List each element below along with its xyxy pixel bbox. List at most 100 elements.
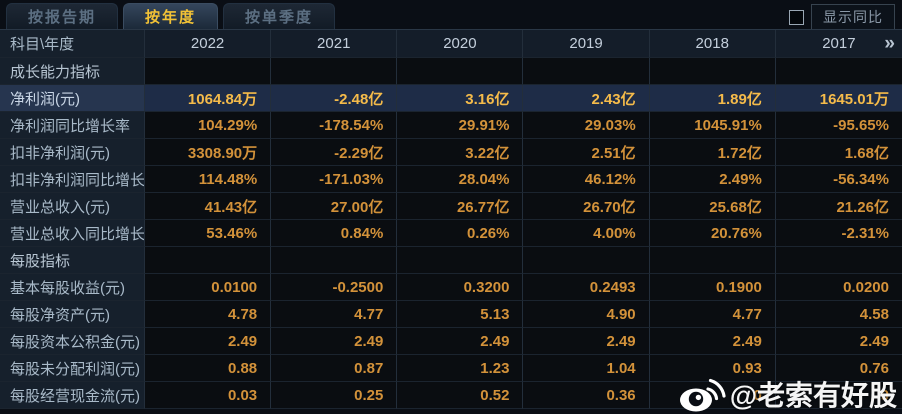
row-label: 基本每股收益(元) bbox=[0, 274, 145, 301]
cell: 4.58 bbox=[775, 301, 902, 328]
table-row-basic-eps: 基本每股收益(元) 0.0100 -0.2500 0.3200 0.2493 0… bbox=[0, 274, 902, 301]
year-header: 2021 bbox=[271, 30, 398, 58]
more-years-chevron-icon[interactable]: » bbox=[884, 32, 895, 54]
cell: -0.2500 bbox=[271, 274, 398, 301]
table-row-operating-cash-flow-per-share: 每股经营现金流(元) 0.03 0.25 0.52 0.36 0 9 bbox=[0, 382, 902, 409]
period-tab-bar: 按报告期 按年度 按单季度 显示同比 bbox=[0, 0, 902, 31]
cell: 0 bbox=[649, 382, 776, 409]
table-row-deducted-net-profit: 扣非净利润(元) 3308.90万 -2.29亿 3.22亿 2.51亿 1.7… bbox=[0, 139, 902, 166]
cell: 1045.91% bbox=[649, 112, 776, 139]
table-row-total-revenue: 营业总收入(元) 41.43亿 27.00亿 26.77亿 26.70亿 25.… bbox=[0, 193, 902, 220]
cell: 53.46% bbox=[145, 220, 272, 247]
cell: 3.22亿 bbox=[397, 139, 524, 166]
cell: 0.2493 bbox=[523, 274, 650, 301]
show-yoy-checkbox[interactable] bbox=[789, 10, 804, 25]
cell: 0.87 bbox=[271, 355, 398, 382]
financials-table: 科目\年度 2022 2021 2020 2019 2018 2017 » 成长… bbox=[0, 29, 902, 409]
cell: 27.00亿 bbox=[271, 193, 398, 220]
cell: 1064.84万 bbox=[145, 85, 272, 112]
year-header: 2017 » bbox=[775, 30, 902, 58]
cell: 2.49 bbox=[271, 328, 398, 355]
row-label: 扣非净利润同比增长率 bbox=[0, 166, 145, 193]
cell: -95.65% bbox=[775, 112, 902, 139]
year-header: 2022 bbox=[145, 30, 272, 58]
cell: 2.49 bbox=[397, 328, 524, 355]
year-header: 2018 bbox=[649, 30, 776, 58]
cell: 2.49% bbox=[649, 166, 776, 193]
cell: 0.36 bbox=[523, 382, 650, 409]
show-yoy-control: 显示同比 bbox=[789, 4, 895, 31]
cell: 25.68亿 bbox=[649, 193, 776, 220]
cell: -56.34% bbox=[775, 166, 902, 193]
cell: 20.76% bbox=[649, 220, 776, 247]
table-row-net-profit: 净利润(元) 1064.84万 -2.48亿 3.16亿 2.43亿 1.89亿… bbox=[0, 85, 902, 112]
section-title: 成长能力指标 bbox=[0, 58, 145, 85]
cell: 0.0200 bbox=[775, 274, 902, 301]
cell: 1.68亿 bbox=[775, 139, 902, 166]
cell: 104.29% bbox=[145, 112, 272, 139]
row-label: 净利润同比增长率 bbox=[0, 112, 145, 139]
year-header-label: 2017 bbox=[822, 35, 856, 52]
cell: 0.0100 bbox=[145, 274, 272, 301]
cell: 2.49 bbox=[649, 328, 776, 355]
section-title: 每股指标 bbox=[0, 247, 145, 274]
cell: 0.26% bbox=[397, 220, 524, 247]
cell: 2.49 bbox=[523, 328, 650, 355]
table-row-total-revenue-yoy: 营业总收入同比增长率 53.46% 0.84% 0.26% 4.00% 20.7… bbox=[0, 220, 902, 247]
cell: 0.88 bbox=[145, 355, 272, 382]
cell: 0.25 bbox=[271, 382, 398, 409]
tab-by-single-quarter[interactable]: 按单季度 bbox=[223, 3, 336, 29]
tab-by-year[interactable]: 按年度 bbox=[123, 3, 219, 29]
year-header: 2019 bbox=[523, 30, 650, 58]
cell: 0.84% bbox=[271, 220, 398, 247]
cell: 2.43亿 bbox=[523, 85, 650, 112]
cell: 4.77 bbox=[271, 301, 398, 328]
cell: 2.51亿 bbox=[523, 139, 650, 166]
corner-header: 科目\年度 bbox=[0, 30, 145, 58]
cell: 4.00% bbox=[523, 220, 650, 247]
table-row-net-profit-yoy: 净利润同比增长率 104.29% -178.54% 29.91% 29.03% … bbox=[0, 112, 902, 139]
cell: 4.78 bbox=[145, 301, 272, 328]
year-header: 2020 bbox=[397, 30, 524, 58]
cell: -2.29亿 bbox=[271, 139, 398, 166]
cell: 3308.90万 bbox=[145, 139, 272, 166]
cell: 0.03 bbox=[145, 382, 272, 409]
row-label: 营业总收入(元) bbox=[0, 193, 145, 220]
row-label: 扣非净利润(元) bbox=[0, 139, 145, 166]
cell: 1.72亿 bbox=[649, 139, 776, 166]
cell: 4.77 bbox=[649, 301, 776, 328]
tab-by-report-period[interactable]: 按报告期 bbox=[6, 3, 119, 29]
table-header-row: 科目\年度 2022 2021 2020 2019 2018 2017 » bbox=[0, 30, 902, 58]
show-yoy-label[interactable]: 显示同比 bbox=[811, 4, 895, 31]
cell: 1.89亿 bbox=[649, 85, 776, 112]
table-row-capital-reserve-per-share: 每股资本公积金(元) 2.49 2.49 2.49 2.49 2.49 2.49 bbox=[0, 328, 902, 355]
row-label: 每股经营现金流(元) bbox=[0, 382, 145, 409]
cell: -2.31% bbox=[775, 220, 902, 247]
cell: 9 bbox=[775, 382, 902, 409]
cell: 41.43亿 bbox=[145, 193, 272, 220]
section-row-growth: 成长能力指标 bbox=[0, 58, 902, 85]
cell: 29.03% bbox=[523, 112, 650, 139]
row-label: 每股未分配利润(元) bbox=[0, 355, 145, 382]
cell: 114.48% bbox=[145, 166, 272, 193]
table-row-deducted-net-profit-yoy: 扣非净利润同比增长率 114.48% -171.03% 28.04% 46.12… bbox=[0, 166, 902, 193]
cell: 46.12% bbox=[523, 166, 650, 193]
cell: 2.49 bbox=[145, 328, 272, 355]
cell: 29.91% bbox=[397, 112, 524, 139]
cell: 0.3200 bbox=[397, 274, 524, 301]
cell: 28.04% bbox=[397, 166, 524, 193]
cell: 3.16亿 bbox=[397, 85, 524, 112]
row-label: 净利润(元) bbox=[0, 85, 145, 112]
cell: 0.52 bbox=[397, 382, 524, 409]
cell: 0.93 bbox=[649, 355, 776, 382]
cell: 21.26亿 bbox=[775, 193, 902, 220]
cell: 26.77亿 bbox=[397, 193, 524, 220]
row-label: 每股资本公积金(元) bbox=[0, 328, 145, 355]
table-row-retained-profit-per-share: 每股未分配利润(元) 0.88 0.87 1.23 1.04 0.93 0.76 bbox=[0, 355, 902, 382]
section-row-per-share: 每股指标 bbox=[0, 247, 902, 274]
cell: 4.90 bbox=[523, 301, 650, 328]
cell: 2.49 bbox=[775, 328, 902, 355]
cell: 0.1900 bbox=[649, 274, 776, 301]
cell: 1645.01万 bbox=[775, 85, 902, 112]
